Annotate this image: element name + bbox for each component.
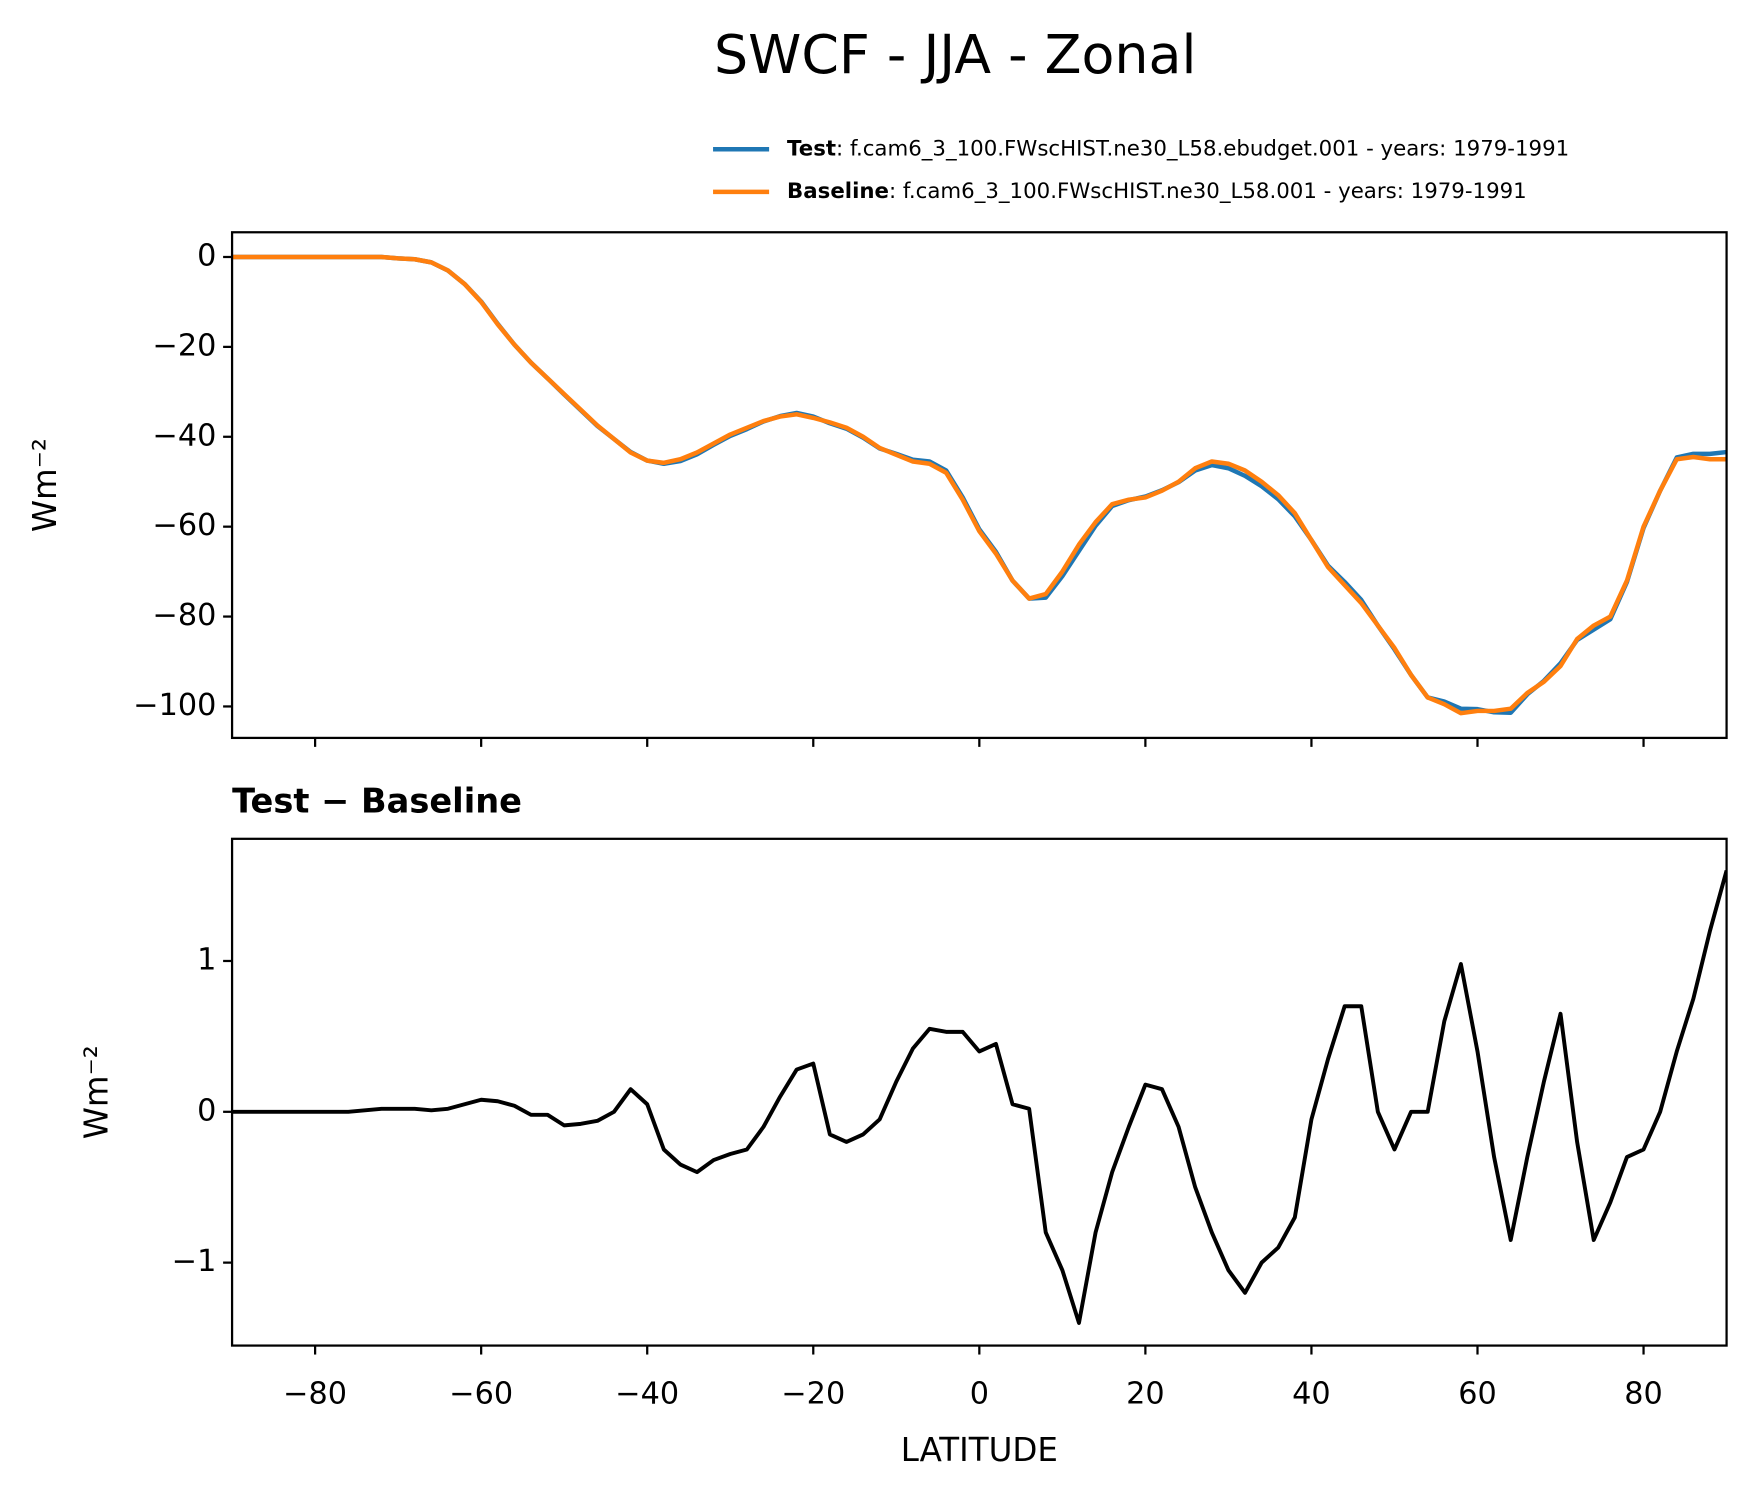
chart-title: SWCF - JJA - Zonal [714,23,1196,86]
axes-frame [230,837,1728,1347]
legend-entry: Baseline: f.cam6_3_100.FWscHIST.ne30_L58… [787,179,1527,204]
x-tick-label: 40 [1292,1376,1331,1411]
legend-entry: Test: f.cam6_3_100.FWscHIST.ne30_L58.ebu… [787,136,1569,161]
x-axis-label: LATITUDE [901,1431,1058,1469]
x-tick-label: 0 [970,1376,989,1411]
x-tick-label: −20 [781,1376,845,1411]
x-tick-label: −60 [449,1376,513,1411]
y-tick-label: −80 [153,598,217,633]
x-tick-label: 60 [1458,1376,1497,1411]
y-tick-label: 0 [197,1093,216,1128]
legend-label: : f.cam6_3_100.FWscHIST.ne30_L58.ebudget… [836,136,1569,161]
subplot-title: Test − Baseline [232,781,522,820]
x-tick-label: 20 [1126,1376,1165,1411]
x-tick-label: −40 [615,1376,679,1411]
y-tick-label: −1 [172,1244,217,1279]
legend-name: Baseline [787,179,889,204]
x-tick-label: 80 [1624,1376,1663,1411]
x-tick-label: −80 [283,1376,347,1411]
y-tick-label: −100 [133,688,216,723]
y-tick-label: 1 [197,942,216,977]
axes-frame [230,231,1728,740]
y-tick-label: −60 [153,508,217,543]
legend-label: : f.cam6_3_100.FWscHIST.ne30_L58.001 - y… [889,179,1527,204]
y-tick-label: −40 [153,418,217,453]
series-line [232,254,1727,715]
y-tick-label: 0 [197,238,216,273]
y-tick-label: −20 [153,328,217,363]
series-line [232,869,1727,1325]
y-axis-label: Wm⁻² [78,1045,116,1139]
y-axis-label: Wm⁻² [26,438,64,532]
legend-name: Test [787,136,836,161]
series-line [232,254,1727,716]
